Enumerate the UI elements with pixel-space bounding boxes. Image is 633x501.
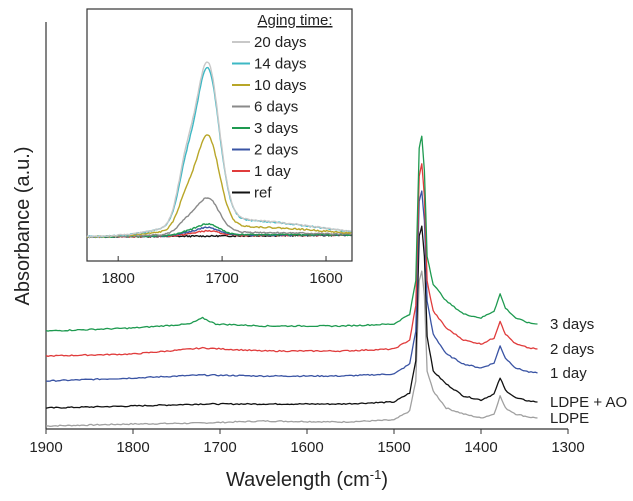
inset-x-tick-label: 1600 bbox=[309, 270, 342, 287]
x-tick-label: 1300 bbox=[551, 439, 584, 456]
series-line-ldpe bbox=[45, 270, 538, 428]
series-label: LDPE + AO bbox=[550, 394, 627, 411]
inset-x-tick-label: 1800 bbox=[101, 270, 134, 287]
legend-entry: 1 day bbox=[254, 163, 291, 180]
series-line-ldpe-ao bbox=[45, 225, 538, 409]
inset-x-tick-label: 1700 bbox=[205, 270, 238, 287]
inset-x-ticks: 1800 1700 1600 bbox=[101, 256, 343, 287]
legend-entry: 14 days bbox=[254, 56, 307, 73]
x-tick-label: 1600 bbox=[290, 439, 323, 456]
legend-entry: ref bbox=[254, 185, 272, 202]
y-axis-title: Absorbance (a.u.) bbox=[12, 147, 34, 306]
x-tick-label: 1900 bbox=[29, 439, 62, 456]
x-axis-title: Wavelength (cm-1) bbox=[226, 467, 388, 492]
main-axes: 1900 1800 1700 1600 1500 1400 1300 bbox=[29, 22, 585, 456]
legend-entry: 6 days bbox=[254, 99, 298, 116]
series-line-3-days bbox=[45, 135, 538, 332]
x-tick-label: 1400 bbox=[464, 439, 497, 456]
x-ticks: 1900 1800 1700 1600 1500 1400 1300 bbox=[29, 429, 585, 456]
inset-chart: 1800 1700 1600 Aging time: 20 days 14 days 1… bbox=[86, 8, 353, 287]
legend-entry: 2 days bbox=[254, 142, 298, 159]
series-label: 3 days bbox=[550, 316, 594, 333]
inset-line-6-days bbox=[86, 197, 352, 239]
series-label: LDPE bbox=[550, 410, 589, 427]
legend-entry: 3 days bbox=[254, 120, 298, 137]
series-label: 1 day bbox=[550, 365, 587, 382]
series-line-1-day bbox=[45, 190, 538, 382]
x-tick-label: 1700 bbox=[203, 439, 236, 456]
series-label: 2 days bbox=[550, 341, 594, 358]
main-series bbox=[45, 135, 538, 428]
x-tick-label: 1500 bbox=[377, 439, 410, 456]
x-tick-label: 1800 bbox=[116, 439, 149, 456]
legend-entry: 10 days bbox=[254, 77, 307, 94]
inset-series bbox=[86, 61, 352, 239]
inset-line-20-days bbox=[86, 61, 352, 238]
inset-legend: Aging time: 20 days 14 days 10 days 6 days 3… bbox=[232, 12, 333, 202]
legend-title: Aging time: bbox=[257, 12, 332, 29]
series-line-2-days bbox=[45, 163, 538, 358]
legend-entry: 20 days bbox=[254, 34, 307, 51]
inset-line-10-days bbox=[86, 134, 352, 238]
